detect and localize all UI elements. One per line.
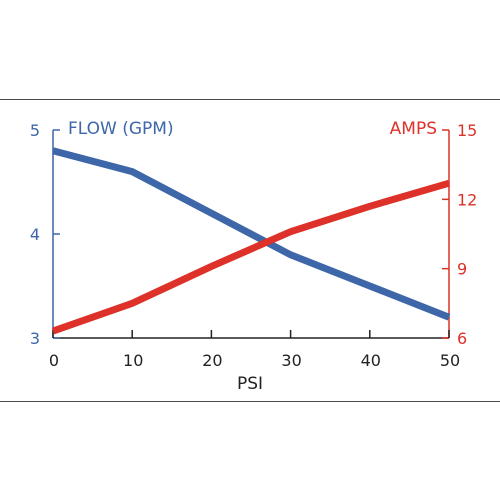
x-tick-label: 50 (440, 351, 460, 370)
right-tick-label: 9 (457, 260, 467, 279)
left-tick-label: 5 (30, 121, 40, 140)
x-tick-label: 0 (49, 351, 59, 370)
tick-labels: 3 4 5 6 9 12 15 0 10 20 30 40 50 (30, 121, 478, 370)
right-tick-label: 15 (457, 121, 477, 140)
right-tick-label: 6 (457, 329, 467, 348)
x-tick-label: 10 (123, 351, 143, 370)
x-axis-label: PSI (237, 374, 263, 394)
right-tick-label: 12 (457, 190, 477, 209)
top-rule (0, 99, 500, 100)
flow-series-line (52, 147, 451, 321)
x-tick-label: 40 (361, 351, 381, 370)
bottom-rule (0, 401, 500, 402)
x-tick-label: 20 (202, 351, 222, 370)
left-axis-label: FLOW (GPM) (68, 119, 174, 139)
right-axis-label: AMPS (390, 119, 437, 139)
axes (52, 129, 450, 339)
series-lines (51, 147, 451, 335)
left-tick-label: 4 (30, 225, 40, 244)
left-tick-label: 3 (30, 329, 40, 348)
x-tick-label: 30 (281, 351, 301, 370)
amps-series-line (51, 179, 450, 335)
